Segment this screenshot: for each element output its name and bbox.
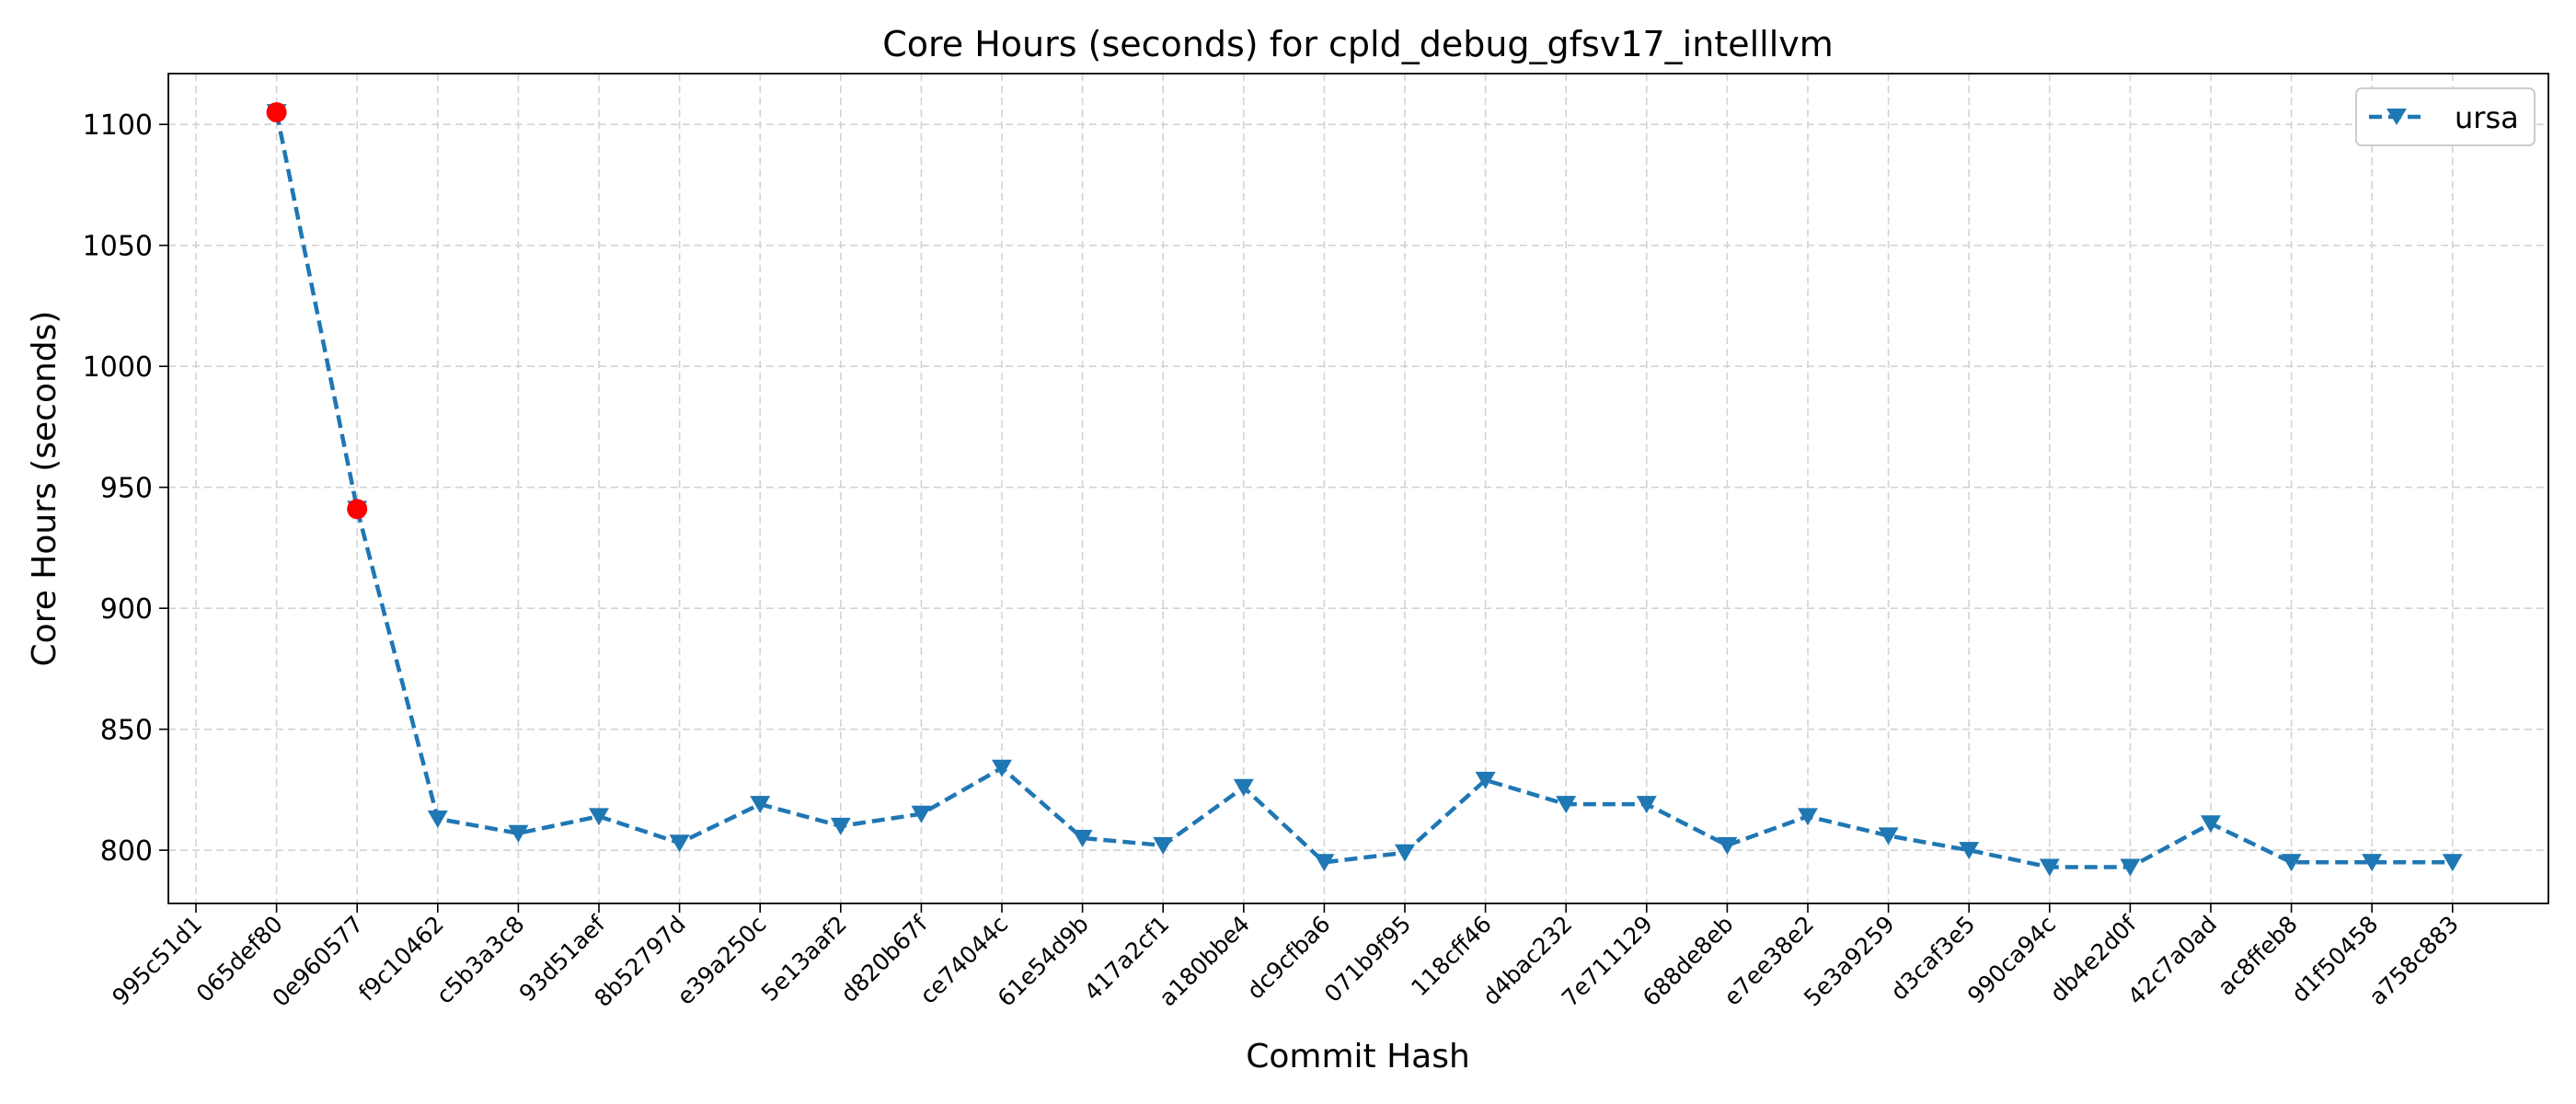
data-point [2442,854,2463,872]
data-point [2120,858,2141,877]
data-point [1475,771,1496,789]
data-point [1556,796,1577,814]
data-point [750,796,771,814]
y-tick-label: 1100 [83,109,153,142]
data-point [427,810,448,828]
x-tick-label: 995c51d1 [107,911,207,1011]
data-point [1959,842,1980,860]
data-point [830,817,851,835]
data-point [2201,815,2221,834]
data-point [2362,854,2383,872]
highlighted-point [347,499,368,520]
data-point [1878,827,1899,845]
highlighted-point [266,102,287,123]
data-point [1717,836,1738,855]
x-tick-label: 071b9f95 [1319,911,1416,1007]
legend-label: ursa [2455,100,2519,135]
grid-lines [168,74,2548,903]
data-point [1395,844,1415,862]
highlighted-points [266,102,368,520]
data-point [992,759,1012,777]
x-axis-label: Commit Hash [1246,1038,1470,1075]
data-point [2039,858,2060,877]
y-tick-label: 950 [100,473,153,505]
data-point [669,834,690,853]
series-line [274,111,2453,869]
legend-marker [2386,109,2407,125]
data-point [1636,796,1657,814]
y-tick-label: 1050 [83,231,153,263]
y-axis-label: Core Hours (seconds) [26,311,63,667]
data-point [1153,836,1174,855]
data-point [1798,808,1818,826]
data-point [589,808,609,826]
data-point [2281,854,2302,872]
plot-area [167,73,2549,904]
data-point [508,824,529,843]
y-tick-label: 1000 [83,351,153,384]
data-point [1072,829,1093,847]
x-axis: 995c51d1065def800e960577f9c10462c5b3a3c8… [107,903,2464,1012]
x-tick-label: 5e13aaf2 [756,911,852,1006]
y-tick-label: 850 [100,715,153,747]
data-point [911,805,932,823]
chart-title: Core Hours (seconds) for cpld_debug_gfsv… [882,24,1834,64]
legend-box [2355,87,2536,146]
legend: ursa [2355,87,2536,146]
y-tick-label: 900 [100,593,153,626]
data-point [1233,778,1254,797]
y-axis: 800 850 900 950 1000 1050 1100 [83,109,168,868]
data-point [1314,854,1335,872]
y-tick-label: 800 [100,835,153,868]
series-ursa [266,104,2463,877]
x-tick-label: c5b3a3c8 [431,911,530,1009]
x-tick-label: 990ca94c [1962,911,2061,1009]
